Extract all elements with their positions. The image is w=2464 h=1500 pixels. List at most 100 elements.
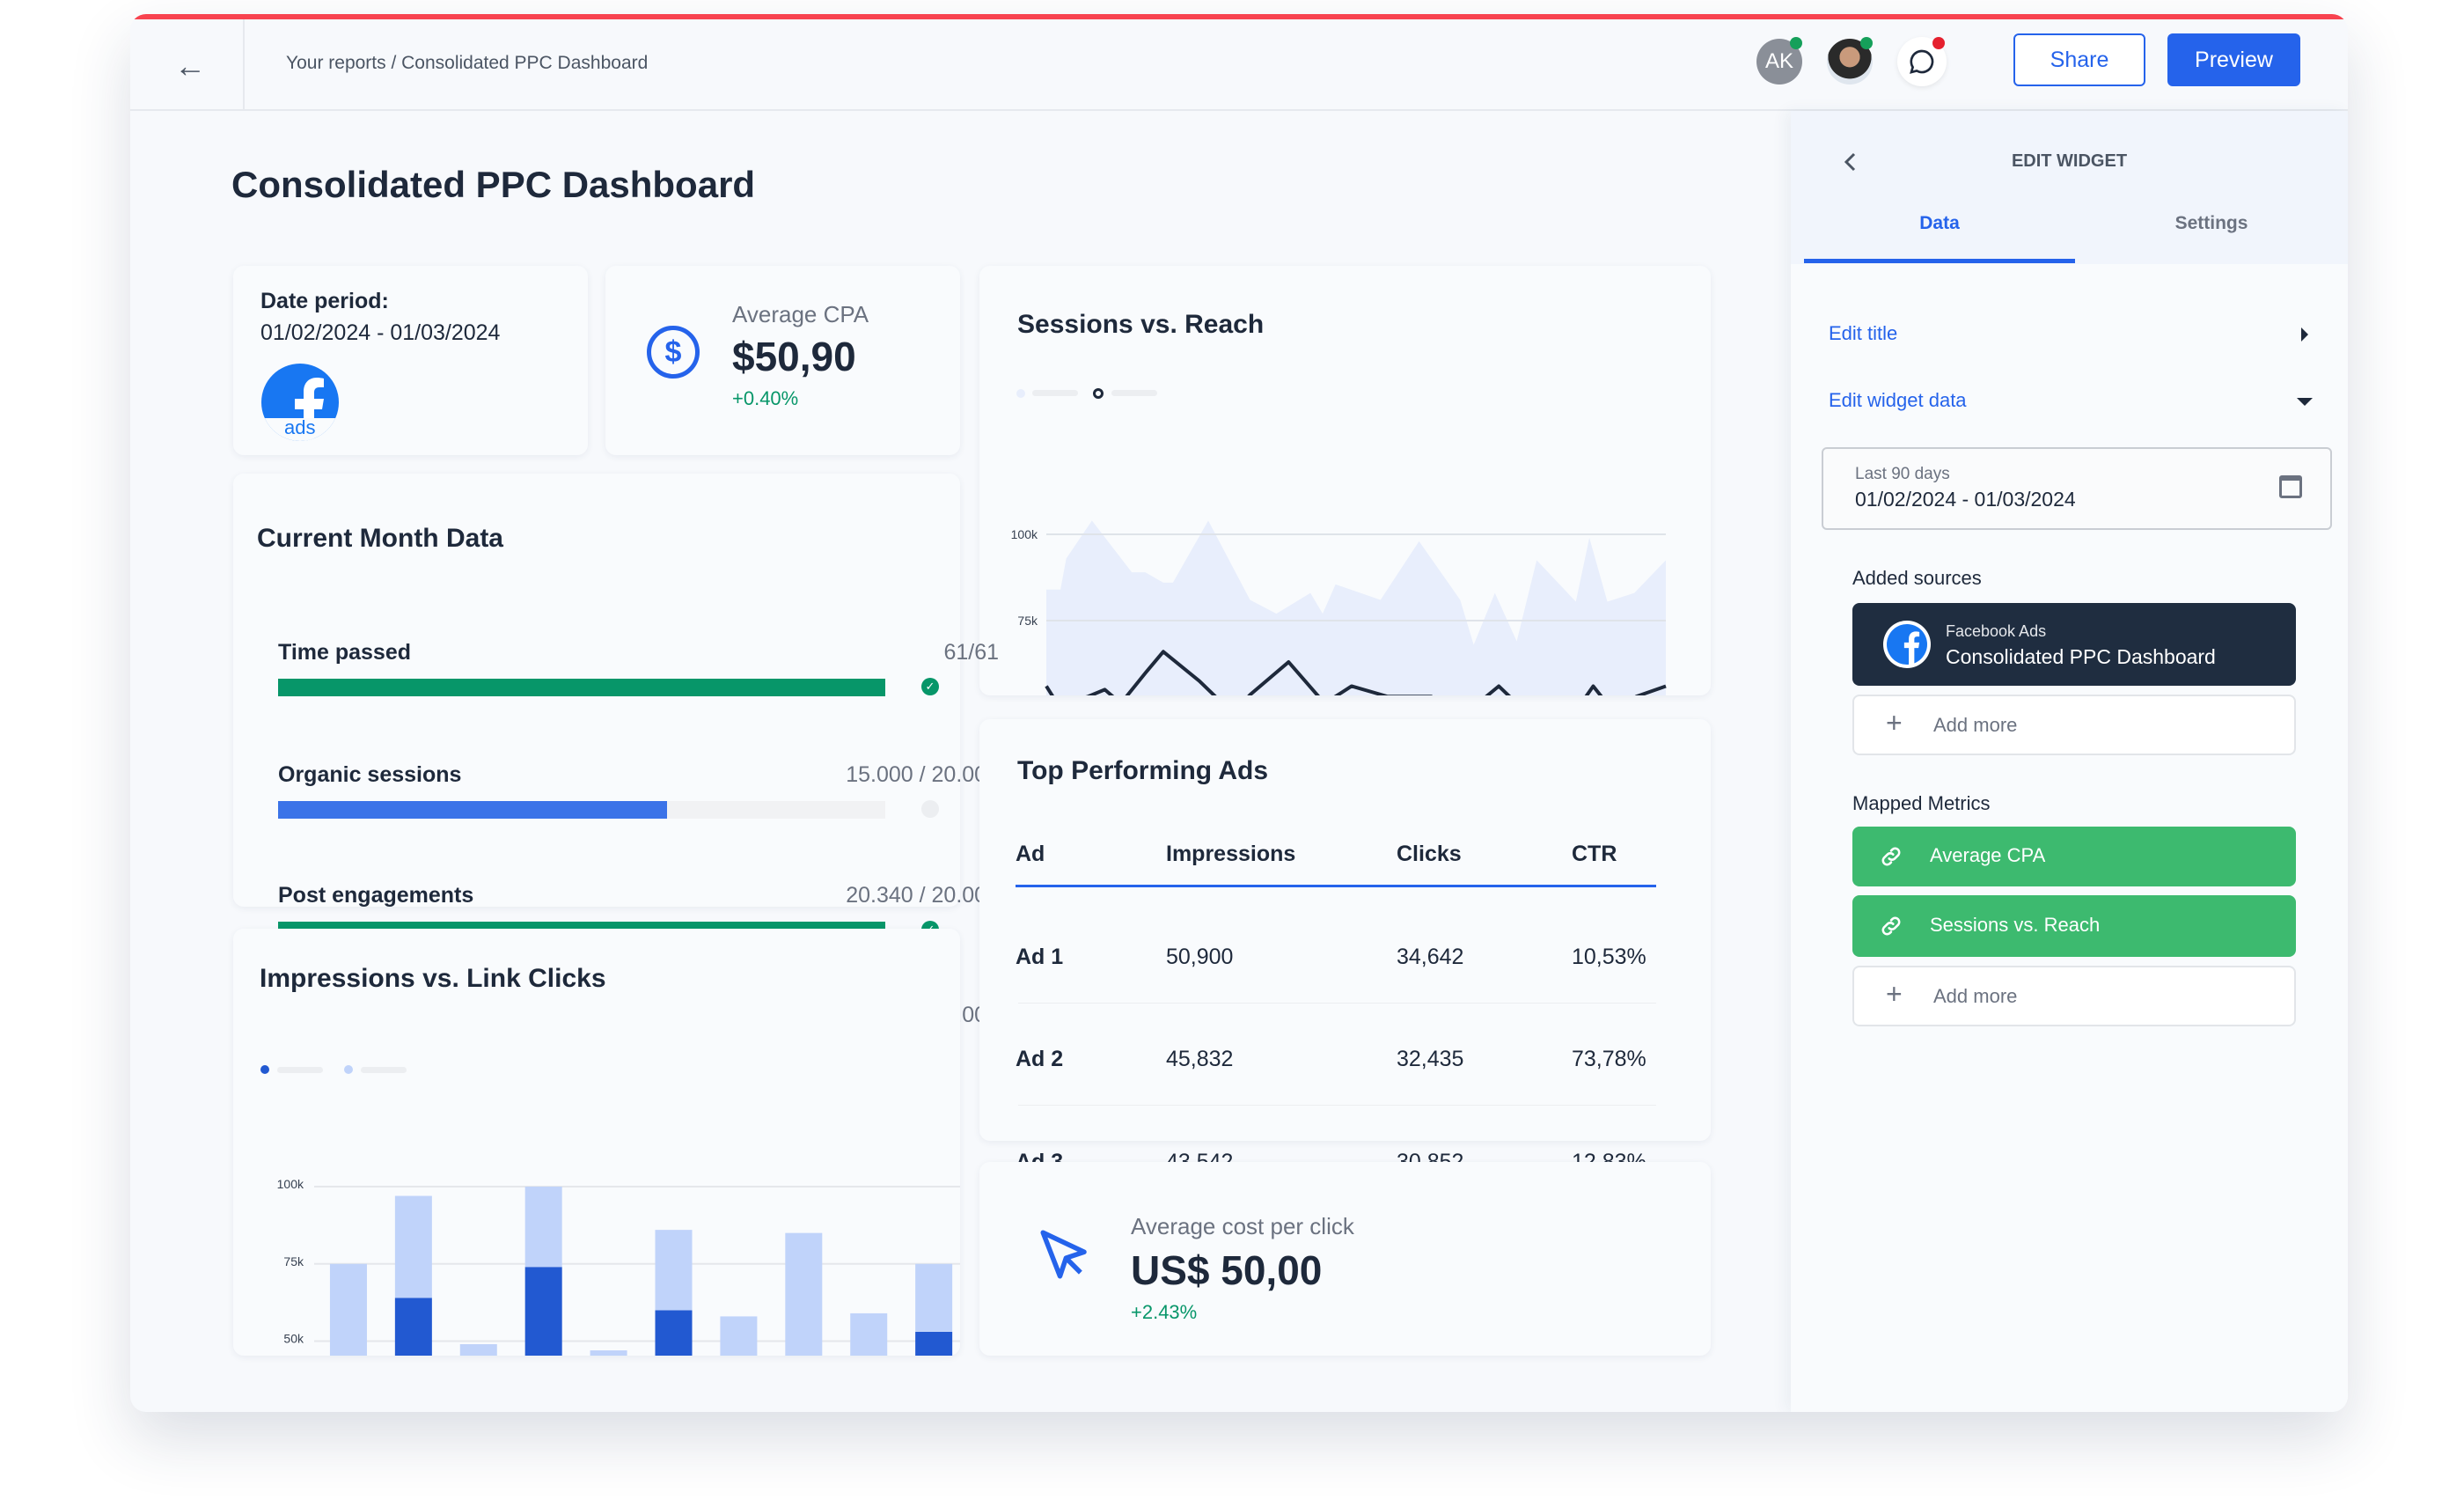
panel-back-chevron-icon[interactable] [1842, 151, 1859, 173]
sessions-reach-chart: 025k50k75k100k01020304050607080910 [1011, 520, 1667, 695]
impressions-vs-clicks-card[interactable]: Impressions vs. Link Clicks 025k50k75k10… [233, 929, 960, 1356]
metric-sessions-vs-reach[interactable]: Sessions vs. Reach [1852, 895, 2296, 957]
avatar-initials: AK [1764, 49, 1793, 73]
reach-area [1046, 520, 1666, 695]
facebook-ads-logo-icon: ads [261, 364, 339, 441]
source-card-facebook-ads[interactable]: Facebook Ads Consolidated PPC Dashboard [1852, 603, 2296, 686]
impressions-bar[interactable] [590, 1350, 627, 1356]
caret-right-icon [2301, 327, 2308, 342]
date-period-card[interactable]: Date period: 01/02/2024 - 01/03/2024 ads [233, 266, 588, 455]
impressions-bar[interactable] [915, 1263, 953, 1332]
table-cell: 10,53% [1572, 945, 1646, 969]
progress-bar [278, 801, 885, 819]
y-tick-label: 75k [1017, 614, 1038, 628]
tab-data[interactable]: Data [1919, 213, 1960, 233]
table-row[interactable] [1016, 909, 1656, 1006]
date-field-label: Last 90 days [1855, 465, 1950, 483]
add-more-label: Add more [1933, 714, 2018, 736]
progress-fill [278, 801, 667, 819]
cpc-label: Average cost per click [1131, 1213, 1354, 1239]
legend-placeholder [361, 1067, 407, 1073]
logo-text: ads [284, 416, 316, 438]
y-tick-label: 75k [283, 1254, 304, 1268]
added-sources-label: Added sources [1852, 567, 1982, 589]
impressions-bar[interactable] [785, 1232, 823, 1356]
active-tab-underline [1804, 259, 2075, 263]
share-button[interactable]: Share [2013, 33, 2145, 86]
breadcrumb[interactable]: Your reports / Consolidated PPC Dashboar… [286, 53, 649, 73]
clicks-bar[interactable] [655, 1310, 693, 1356]
impressions-bar[interactable] [524, 1187, 562, 1268]
calendar-icon[interactable] [2279, 475, 2302, 498]
online-dot [1790, 37, 1802, 49]
add-more-source-button[interactable]: + Add more [1852, 695, 2296, 755]
progress-fill [278, 679, 885, 696]
avg-cpc-card[interactable]: Average cost per click US$ 50,00 +2.43% [979, 1162, 1711, 1356]
clicks-bar[interactable] [915, 1331, 953, 1356]
link-icon [1881, 916, 1901, 936]
clicks-bar[interactable] [394, 1298, 432, 1356]
cursor-icon [1040, 1230, 1087, 1279]
header-divider-line [130, 109, 2348, 111]
preview-button[interactable]: Preview [2167, 33, 2300, 86]
impressions-bar[interactable] [329, 1263, 367, 1356]
header-underline [1016, 885, 1656, 887]
edit-title-row[interactable]: Edit title [1829, 319, 2308, 354]
source-name: Consolidated PPC Dashboard [1946, 645, 2216, 668]
mapped-metrics-label: Mapped Metrics [1852, 792, 1991, 814]
back-arrow-icon[interactable]: ← [174, 48, 206, 84]
date-range-field[interactable]: Last 90 days 01/02/2024 - 01/03/2024 [1822, 447, 2332, 530]
edit-title-label: Edit title [1829, 322, 1898, 344]
sessions-vs-reach-card[interactable]: Sessions vs. Reach 025k50k75k100k0102030… [979, 266, 1711, 695]
cpa-value: $50,90 [732, 334, 856, 379]
impressions-bar[interactable] [459, 1344, 497, 1356]
table-cell: 34,642 [1397, 945, 1464, 969]
metric-label: Post engagements [278, 883, 474, 908]
plus-icon: + [1886, 707, 1903, 739]
impressions-bar[interactable] [720, 1316, 758, 1356]
date-period-value: 01/02/2024 - 01/03/2024 [260, 320, 501, 345]
caret-down-icon [2297, 398, 2313, 406]
metric-label: Average CPA [1930, 844, 2046, 866]
metric-value: 15.000 / 20.000 [846, 762, 999, 787]
pending-circle-icon [921, 800, 939, 818]
average-cpa-card[interactable]: $ Average CPA $50,90 +0.40% [605, 266, 960, 455]
clicks-bar[interactable] [524, 1267, 562, 1356]
impressions-bar[interactable] [655, 1230, 693, 1311]
y-tick-label: 100k [277, 1177, 304, 1191]
column-header[interactable]: CTR [1572, 842, 1617, 866]
impressions-bar[interactable] [394, 1195, 432, 1298]
add-more-metric-button[interactable]: + Add more [1852, 966, 2296, 1026]
tab-settings[interactable]: Settings [2174, 213, 2248, 233]
metric-label: Time passed [278, 640, 412, 665]
link-icon [1881, 847, 1901, 866]
page-title: Consolidated PPC Dashboard [231, 164, 756, 205]
top-ads-card[interactable]: Top Performing Ads Ad Impressions Clicks CT… [979, 719, 1711, 1174]
legend-dot-reach [1016, 389, 1025, 398]
table-row[interactable] [1016, 1011, 1656, 1108]
table-cell: 50,900 [1166, 945, 1234, 969]
dollar-icon: $ [647, 326, 700, 379]
impressions-bar[interactable] [850, 1312, 888, 1356]
legend-placeholder [277, 1067, 323, 1073]
cpc-change: +2.43% [1131, 1301, 1198, 1323]
table-cell: 32,435 [1397, 1047, 1464, 1071]
cpa-change: +0.40% [732, 387, 799, 409]
date-field-value: 01/02/2024 - 01/03/2024 [1855, 488, 2076, 511]
legend-placeholder [1111, 390, 1157, 396]
column-header[interactable]: Clicks [1397, 842, 1462, 866]
edit-widget-data-label: Edit widget data [1829, 389, 1967, 411]
edit-widget-data-row[interactable]: Edit widget data [1829, 386, 2313, 421]
y-tick-label: 100k [1011, 527, 1038, 541]
header-divider [243, 19, 245, 111]
column-header[interactable]: Impressions [1166, 842, 1296, 866]
legend-dot-clicks [260, 1065, 269, 1074]
column-header[interactable]: Ad [1016, 842, 1045, 866]
cpc-value: US$ 50,00 [1131, 1247, 1323, 1293]
metric-average-cpa[interactable]: Average CPA [1852, 827, 2296, 886]
sessions-line [1045, 650, 1667, 695]
top-ads-title: Top Performing Ads [1017, 756, 1268, 785]
current-month-card[interactable]: Current Month Data Time passed 61/61 ✓ Or… [233, 474, 999, 1059]
metric-value: 20.340 / 20.000 [846, 883, 999, 908]
y-tick-label: 50k [283, 1332, 304, 1346]
